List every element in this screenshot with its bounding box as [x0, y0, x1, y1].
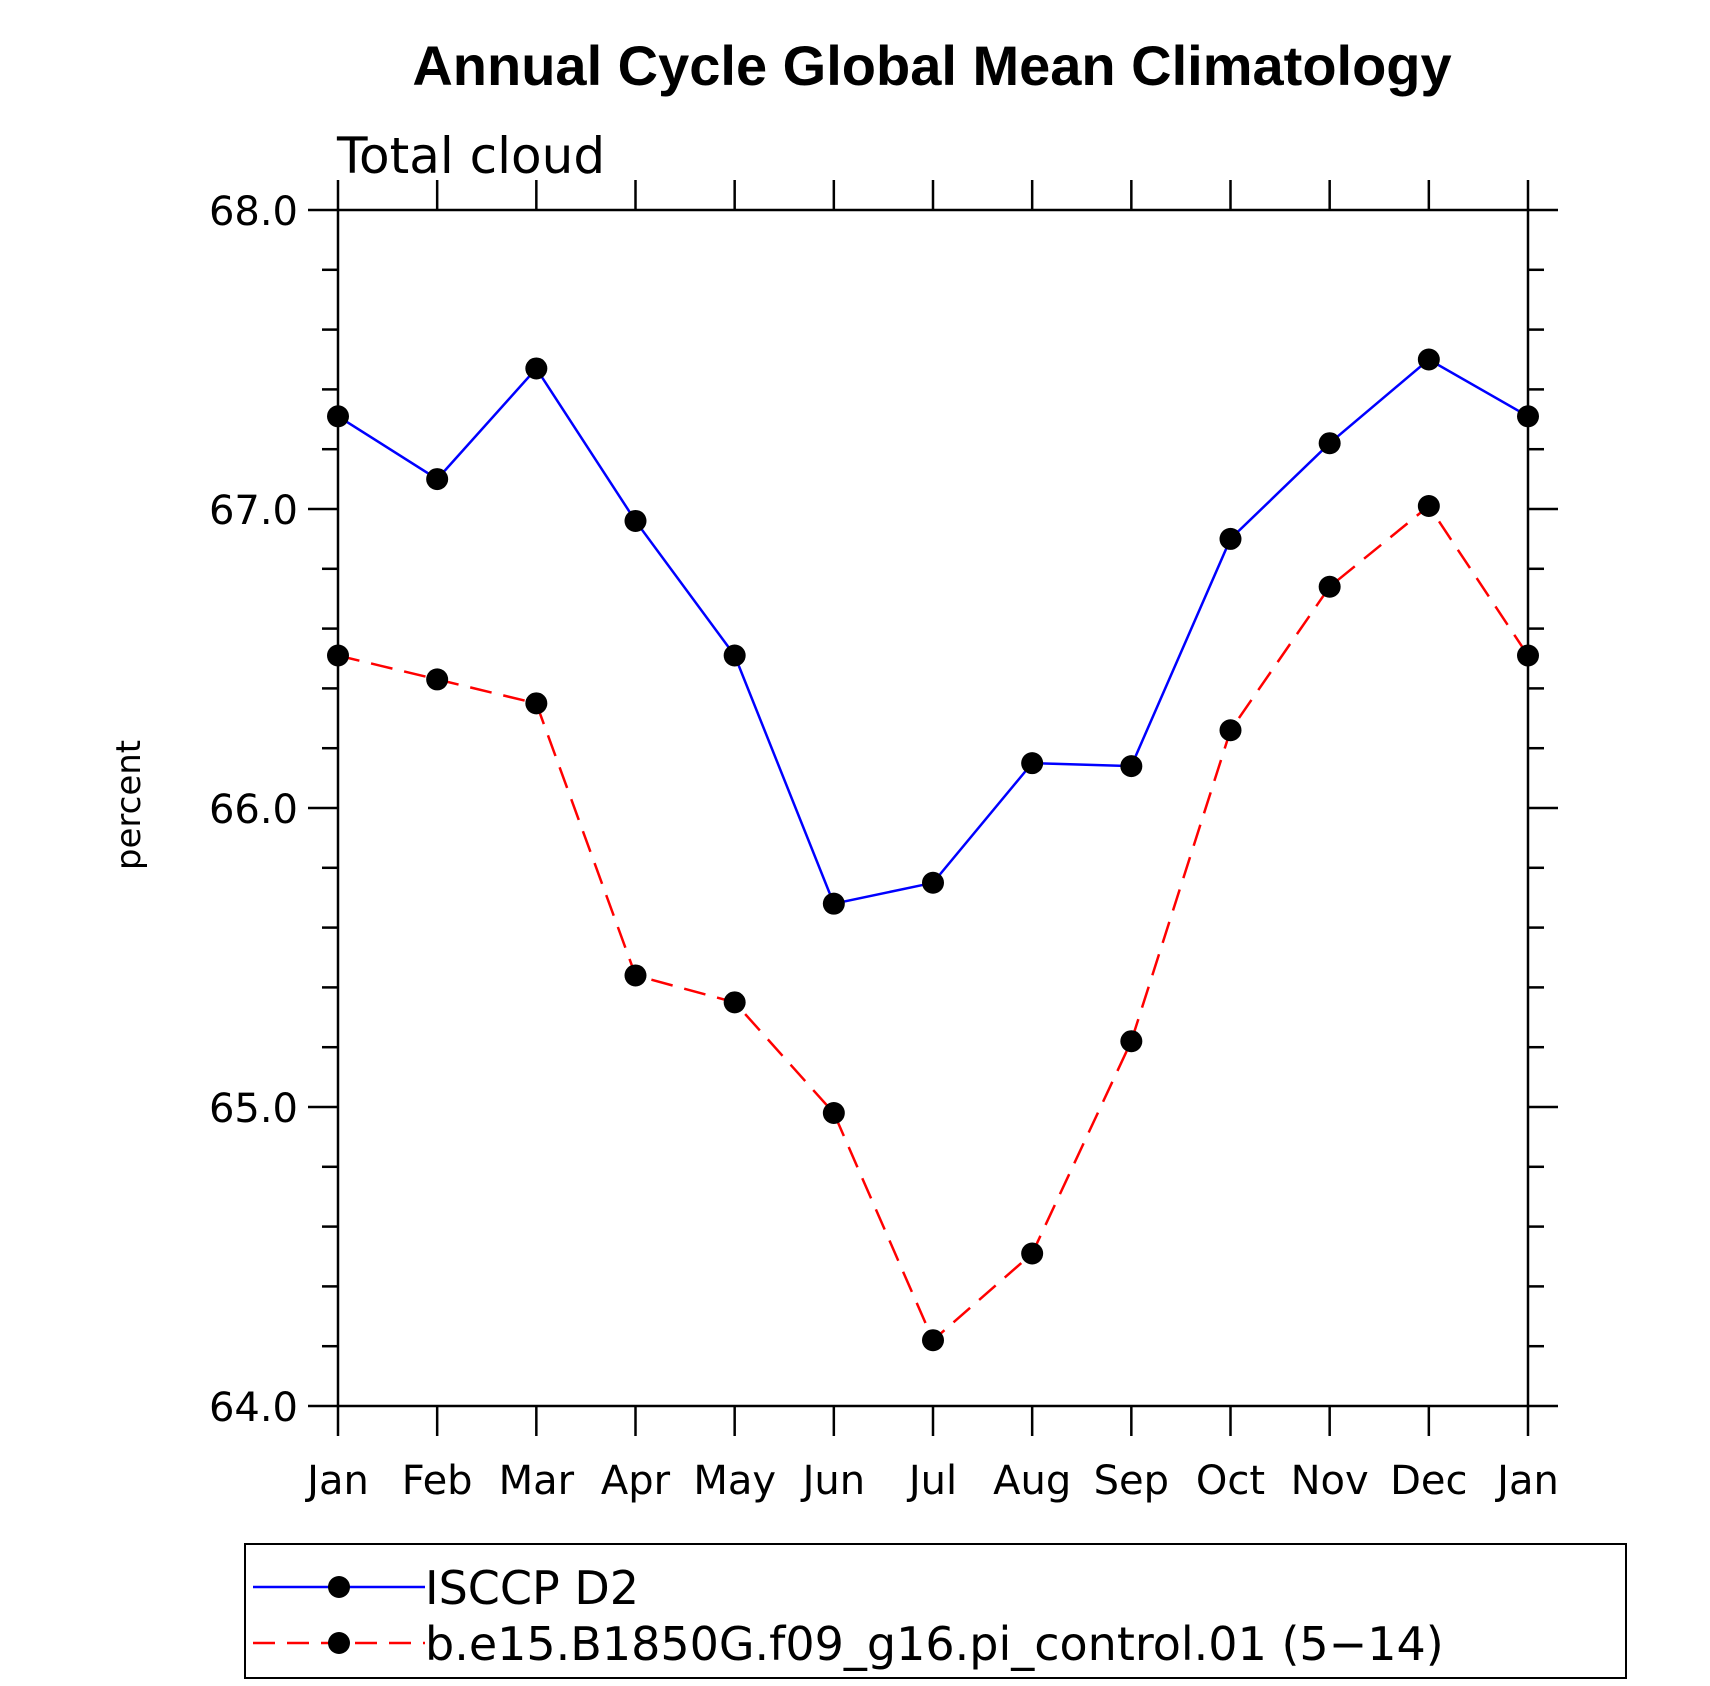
legend-label-2: b.e15.B1850G.f09_g16.pi_control.01 (5−14… — [425, 1617, 1444, 1671]
x-tick-label: Oct — [1196, 1458, 1265, 1504]
legend-label-1: ISCCP D2 — [425, 1561, 639, 1615]
series-2 — [327, 495, 1539, 1352]
legend: ISCCP D2b.e15.B1850G.f09_g16.pi_control.… — [244, 1543, 1627, 1679]
data-point — [1219, 719, 1242, 742]
data-point — [426, 668, 449, 691]
data-point — [723, 644, 746, 667]
y-tick-label: 65.0 — [209, 1086, 298, 1132]
data-point — [1021, 752, 1044, 775]
data-point — [922, 871, 944, 894]
y-tick-label: 66.0 — [209, 787, 298, 833]
data-point — [822, 892, 845, 915]
data-point — [525, 357, 548, 380]
data-point — [1517, 405, 1539, 428]
x-tick-label: May — [693, 1458, 776, 1504]
data-point — [1318, 575, 1341, 598]
x-tick-label: Mar — [499, 1458, 575, 1504]
data-point — [1021, 1242, 1044, 1265]
data-point — [723, 991, 746, 1014]
x-tick-label: Jan — [1494, 1458, 1559, 1504]
data-point — [525, 692, 548, 715]
x-tick-label: Feb — [402, 1458, 473, 1504]
y-tick-label: 64.0 — [209, 1385, 298, 1431]
series-line — [337, 504, 1530, 1343]
data-point — [1120, 1030, 1143, 1053]
y-axis-label: percent — [109, 740, 149, 870]
chart-subtitle: Total cloud — [336, 127, 605, 185]
data-point — [1517, 644, 1539, 667]
data-point — [1120, 755, 1143, 778]
data-point — [922, 1329, 944, 1352]
legend-marker-1 — [328, 1576, 350, 1598]
data-point — [822, 1101, 845, 1124]
series-layer — [327, 348, 1539, 1352]
x-tick-label: Dec — [1390, 1458, 1467, 1504]
data-point — [1318, 432, 1341, 455]
y-tick-label: 68.0 — [209, 189, 298, 235]
chart-title: Annual Cycle Global Mean Climatology — [412, 34, 1451, 97]
x-tick-label: Aug — [993, 1458, 1071, 1504]
series-1 — [327, 348, 1539, 915]
x-tick-label: Apr — [601, 1458, 671, 1504]
x-tick-label: Jan — [304, 1458, 369, 1504]
data-point — [426, 468, 449, 491]
x-tick-label: Jul — [906, 1458, 957, 1504]
data-point — [624, 964, 647, 987]
series-line — [337, 357, 1529, 906]
y-tick-label: 67.0 — [209, 488, 298, 534]
x-tick-label: Nov — [1291, 1458, 1369, 1504]
data-point — [1219, 527, 1242, 550]
axes: 64.0 65.0 66.0 67.0 68.0 Jan Feb Mar Apr May Jun Ju… — [209, 180, 1559, 1504]
legend-marker-2 — [328, 1632, 350, 1654]
data-point — [327, 405, 349, 428]
data-point — [1417, 348, 1440, 371]
data-point — [624, 509, 647, 532]
x-tick-label: Jun — [800, 1458, 866, 1504]
x-tick-label: Sep — [1094, 1458, 1169, 1504]
legend-box — [244, 1543, 1627, 1679]
data-point — [327, 644, 349, 667]
data-point — [1417, 495, 1440, 518]
